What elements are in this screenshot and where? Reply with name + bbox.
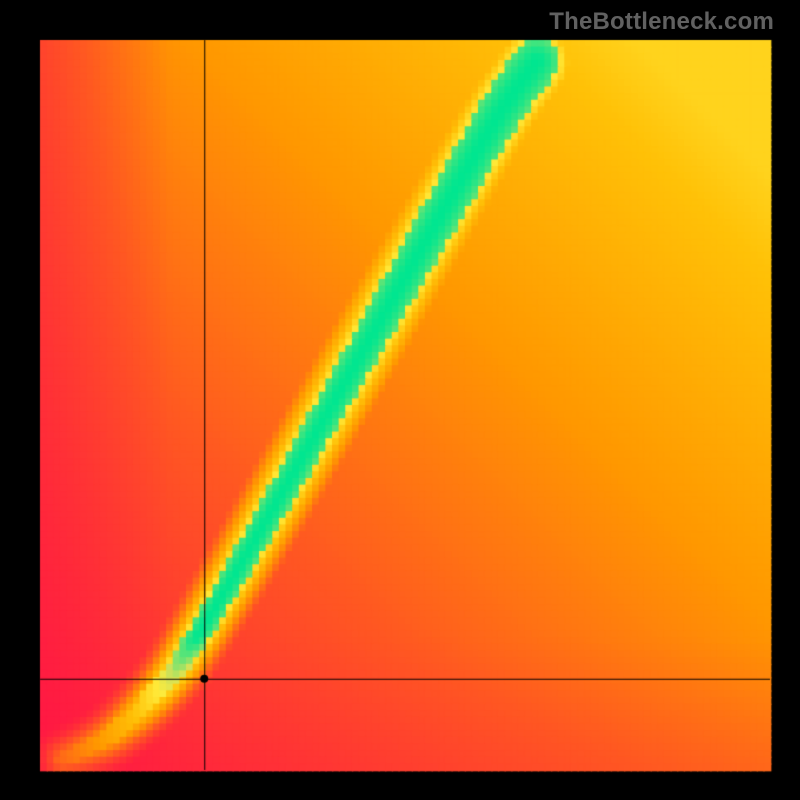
chart-container: TheBottleneck.com [0, 0, 800, 800]
overlay-canvas [0, 0, 800, 800]
watermark: TheBottleneck.com [549, 8, 774, 36]
